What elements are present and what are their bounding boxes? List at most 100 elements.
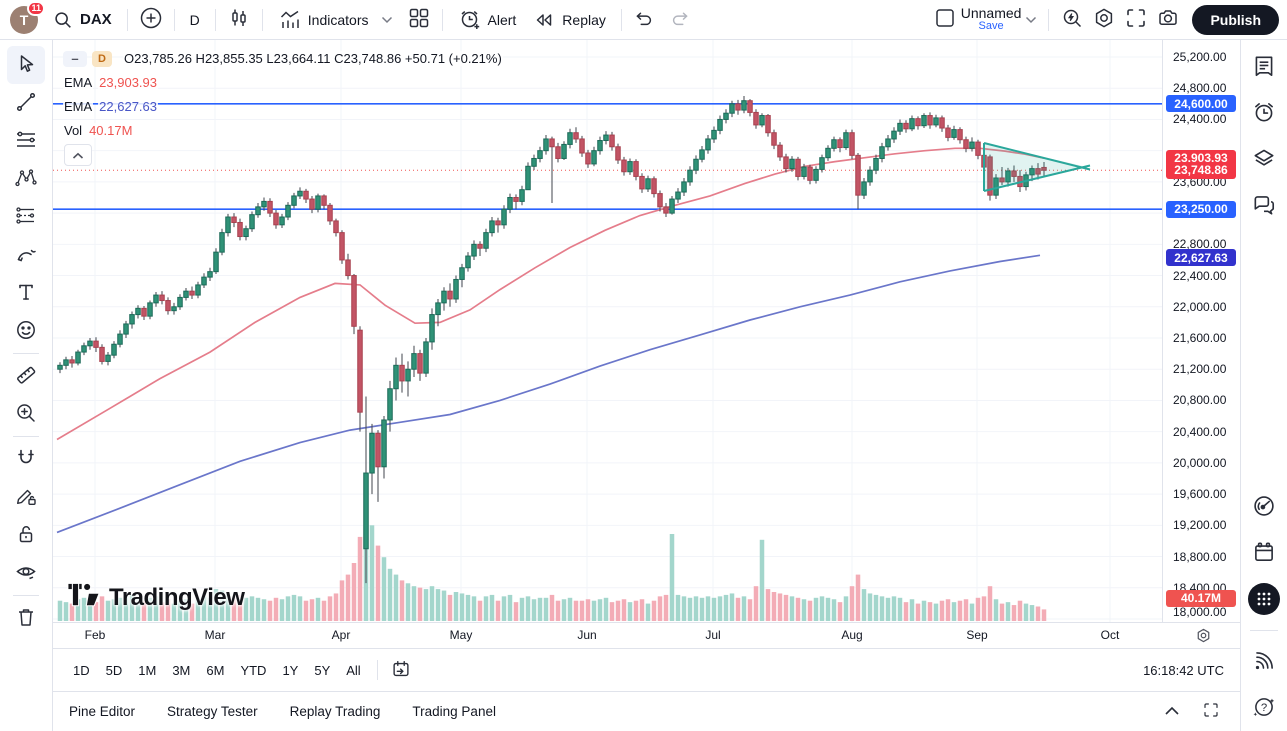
candle-body bbox=[129, 314, 135, 325]
chart-pane[interactable]: – D O23,785.26 H23,855.35 L23,664.11 C23… bbox=[53, 40, 1162, 622]
range-button-6m[interactable]: 6M bbox=[198, 658, 232, 683]
fib-lines-tool[interactable] bbox=[7, 122, 45, 160]
range-button-3m[interactable]: 3M bbox=[164, 658, 198, 683]
brush-tool[interactable] bbox=[7, 236, 45, 274]
save-link[interactable]: Save bbox=[978, 20, 1004, 33]
candle-body bbox=[123, 323, 129, 335]
panel-maximize-button[interactable] bbox=[1198, 697, 1224, 726]
layout-name-control[interactable]: Unnamed Save bbox=[961, 6, 1022, 32]
candle-body bbox=[525, 165, 531, 191]
compare-add-button[interactable] bbox=[135, 2, 167, 37]
user-avatar[interactable]: T 11 bbox=[10, 0, 45, 34]
price-chart[interactable] bbox=[53, 40, 1162, 622]
trend-line-tool[interactable] bbox=[7, 84, 45, 122]
ema-slow-legend-row[interactable]: EMA 22,627.63 bbox=[63, 98, 503, 115]
price-tick: 21,600.00 bbox=[1173, 331, 1227, 345]
volume-bar bbox=[429, 586, 435, 621]
volume-bar bbox=[609, 602, 615, 621]
legend-collapse-pill[interactable]: – bbox=[63, 50, 87, 67]
watchlist-button[interactable] bbox=[1245, 48, 1283, 86]
chat-button[interactable] bbox=[1245, 186, 1283, 224]
clock[interactable]: 16:18:42 UTC bbox=[1143, 662, 1224, 678]
chart-style-button[interactable] bbox=[223, 2, 255, 37]
emoji-tool[interactable] bbox=[7, 312, 45, 350]
volume-bar bbox=[801, 599, 807, 621]
redo-button[interactable] bbox=[665, 3, 695, 36]
volume-bar bbox=[825, 597, 831, 621]
indicators-button[interactable]: Indicators bbox=[270, 4, 377, 36]
candle-body bbox=[501, 208, 507, 226]
zoom-in-tool[interactable] bbox=[7, 395, 45, 433]
snapshot-button[interactable] bbox=[1152, 2, 1184, 37]
candle-body bbox=[1005, 170, 1011, 183]
remove-drawings-tool[interactable] bbox=[7, 599, 45, 637]
candle-body bbox=[111, 343, 117, 356]
chevron-down-icon bbox=[1025, 12, 1037, 27]
text-tool[interactable] bbox=[7, 274, 45, 312]
indicators-templates-chevron[interactable] bbox=[377, 8, 397, 31]
streams-button[interactable] bbox=[1245, 643, 1283, 681]
object-tree-button[interactable] bbox=[1245, 140, 1283, 178]
magnet-tool[interactable] bbox=[7, 440, 45, 478]
ema-fast-legend-row[interactable]: EMA 23,903.93 bbox=[63, 74, 503, 91]
go-to-date-button[interactable] bbox=[386, 654, 416, 687]
watchlist-icon bbox=[1251, 53, 1277, 82]
grid-layout-button[interactable] bbox=[403, 2, 435, 37]
candle-body bbox=[717, 118, 723, 131]
measure-tool[interactable] bbox=[7, 357, 45, 395]
time-axis[interactable]: Feb Mar Apr May Jun Jul Aug Sep Oct bbox=[53, 622, 1240, 648]
undo-button[interactable] bbox=[629, 3, 659, 36]
publish-button[interactable]: Publish bbox=[1192, 4, 1279, 35]
candle-body bbox=[81, 345, 87, 353]
indicators-label: Indicators bbox=[307, 11, 369, 28]
replay-button[interactable]: Replay bbox=[524, 4, 614, 36]
price-axis[interactable]: 25,200.00 24,800.00 24,400.00 23,600.00 22,8… bbox=[1162, 40, 1240, 622]
candle-body bbox=[279, 216, 285, 226]
volume-bar bbox=[579, 600, 585, 621]
range-button-1m[interactable]: 1M bbox=[130, 658, 164, 683]
range-button-1y[interactable]: 1Y bbox=[274, 658, 306, 683]
lock-drawings-tool[interactable] bbox=[7, 516, 45, 554]
alerts-panel-button[interactable] bbox=[1245, 94, 1283, 132]
interval-button[interactable]: D bbox=[182, 8, 208, 32]
month-label: Sep bbox=[966, 628, 988, 642]
hide-drawings-tool[interactable] bbox=[7, 554, 45, 592]
time-axis-gear-icon[interactable] bbox=[1195, 627, 1212, 649]
cursor-tool[interactable] bbox=[7, 46, 45, 84]
help-button[interactable]: ? bbox=[1245, 689, 1283, 727]
calendar-button[interactable] bbox=[1245, 534, 1283, 572]
range-button-5d[interactable]: 5D bbox=[98, 658, 131, 683]
drawing-mode-lock-tool[interactable] bbox=[7, 478, 45, 516]
candle-body bbox=[753, 111, 759, 126]
fullscreen-button[interactable] bbox=[1120, 2, 1152, 37]
quick-search-button[interactable] bbox=[1056, 2, 1088, 37]
range-button-ytd[interactable]: YTD bbox=[232, 658, 274, 683]
volume-legend-row[interactable]: Vol 40.17M bbox=[63, 122, 503, 139]
month-label: Aug bbox=[841, 628, 863, 642]
volume-bar bbox=[117, 597, 123, 621]
settings-button[interactable] bbox=[1088, 2, 1120, 37]
volume-bar bbox=[99, 596, 105, 621]
tab-pine-editor[interactable]: Pine Editor bbox=[69, 698, 135, 725]
legend-collapse-button[interactable] bbox=[64, 144, 92, 166]
tab-trading-panel[interactable]: Trading Panel bbox=[412, 698, 496, 725]
tab-replay-trading[interactable]: Replay Trading bbox=[290, 698, 381, 725]
apps-grid-button[interactable] bbox=[1245, 580, 1283, 618]
panel-expand-chevron[interactable] bbox=[1160, 700, 1184, 723]
alert-button[interactable]: Alert bbox=[450, 4, 525, 36]
range-button-all[interactable]: All bbox=[338, 658, 368, 683]
volume-bar bbox=[1017, 600, 1023, 621]
tab-strategy-tester[interactable]: Strategy Tester bbox=[167, 698, 258, 725]
screener-button[interactable] bbox=[1245, 488, 1283, 526]
pattern-tool[interactable] bbox=[7, 160, 45, 198]
range-button-1d[interactable]: 1D bbox=[65, 658, 98, 683]
forecast-tool[interactable] bbox=[7, 198, 45, 236]
bottom-toolbar: 1D 5D 1M 3M 6M YTD 1Y 5Y All 16:18:42 UTC bbox=[53, 648, 1240, 691]
legend-timeframe-pill[interactable]: D bbox=[92, 50, 112, 67]
volume-bar bbox=[885, 597, 891, 621]
save-layout-button[interactable] bbox=[929, 2, 961, 37]
symbol-search-button[interactable]: DAX bbox=[44, 5, 120, 35]
symbol-legend-row[interactable]: – D O23,785.26 H23,855.35 L23,664.11 C23… bbox=[63, 50, 503, 67]
range-button-5y[interactable]: 5Y bbox=[306, 658, 338, 683]
layout-chevron[interactable] bbox=[1021, 8, 1041, 31]
